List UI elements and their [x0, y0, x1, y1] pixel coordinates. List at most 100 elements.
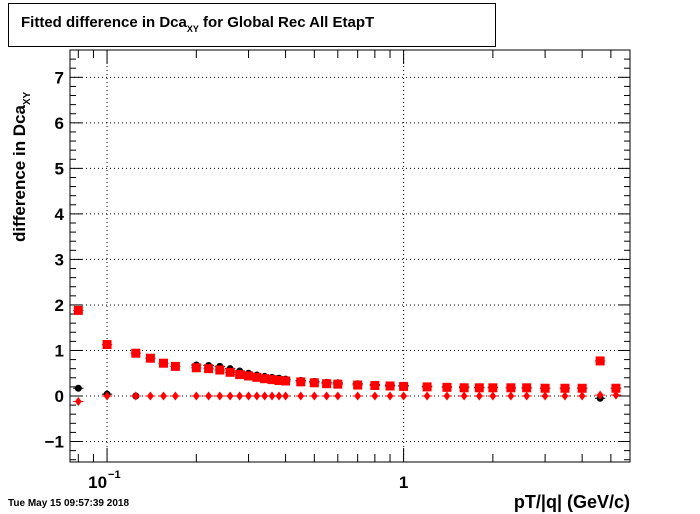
data-point-red-square [191, 363, 201, 373]
data-point-red-square [296, 377, 306, 387]
data-point-red-square [215, 365, 225, 375]
chart-title-box: Fitted difference in DcaXY for Global Re… [8, 3, 496, 47]
data-point-red-diamond [245, 391, 252, 401]
data-point-red-diamond [507, 391, 515, 401]
data-point-red-diamond [226, 391, 234, 401]
data-point-red-square [204, 364, 214, 374]
data-point-red-square [577, 383, 587, 393]
data-point-red-square [422, 382, 432, 392]
data-point-red-square [309, 378, 319, 388]
data-point-red-square [235, 370, 245, 380]
y-tick-label: 6 [55, 114, 64, 133]
data-point-red-square [322, 379, 332, 389]
data-point-red-square [102, 340, 112, 350]
data-point-red-diamond [596, 390, 604, 400]
data-point-black [74, 384, 82, 392]
data-point-red-diamond [334, 391, 342, 401]
data-point-red-square [333, 379, 343, 389]
title-subscript: XY [186, 24, 199, 34]
data-point-red-square [281, 376, 291, 386]
data-point-red-diamond [561, 391, 569, 401]
x-tick-label: 1 [399, 473, 408, 492]
chart-title: Fitted difference in DcaXY for Global Re… [21, 14, 374, 34]
data-point-red-diamond [323, 391, 330, 401]
data-point-red-diamond [205, 391, 212, 401]
data-point-red-diamond [423, 391, 431, 401]
data-point-red-diamond [475, 391, 483, 401]
data-layer [73, 305, 622, 406]
data-point-red-diamond [132, 391, 140, 401]
data-point-red-square [595, 356, 605, 366]
data-point-red-square [244, 371, 254, 381]
x-axis-label: pT/|q| (GeV/c) [513, 492, 630, 512]
ylabel-subscript: XY [22, 91, 33, 105]
data-point-red-diamond [460, 391, 468, 401]
data-point-red-diamond [354, 391, 362, 401]
data-point-red-diamond [275, 391, 283, 401]
data-point-red-square [522, 383, 532, 393]
data-point-red-diamond [74, 396, 82, 406]
data-point-red-diamond [103, 391, 111, 401]
ylabel-main: difference in Dca [10, 105, 29, 242]
data-point-red-diamond [172, 391, 179, 401]
data-point-red-diamond [523, 391, 531, 401]
data-point-red-square [274, 376, 284, 386]
data-point-red-square [399, 381, 409, 391]
title-suffix: for Global Rec All EtapT [198, 14, 375, 31]
plot-frame [69, 49, 631, 463]
y-tick-label: 3 [55, 250, 64, 269]
y-tick-label: 7 [55, 68, 64, 87]
date-stamp: Tue May 15 09:57:39 2018 [8, 498, 130, 509]
x-tick-label-exponent: −1 [108, 469, 121, 481]
data-point-red-square [488, 383, 498, 393]
data-point-red-diamond [268, 391, 276, 401]
y-tick-label: −1 [45, 433, 64, 452]
data-point-red-square [267, 375, 277, 385]
data-point-red-diamond [371, 391, 379, 401]
data-point-red-square [459, 383, 469, 393]
x-tick-label: 10 [88, 473, 107, 492]
data-point-red-diamond [236, 391, 244, 401]
data-point-red-diamond [216, 391, 224, 401]
data-point-red-diamond [253, 391, 261, 401]
y-tick-label: 0 [55, 387, 64, 406]
data-point-red-square [73, 305, 83, 315]
y-tick-label: 5 [55, 159, 64, 178]
data-point-red-diamond [612, 390, 620, 400]
data-point-red-diamond [147, 391, 154, 401]
data-point-red-square [540, 383, 550, 393]
data-point-red-diamond [192, 391, 200, 401]
data-point-red-diamond [282, 391, 289, 401]
data-point-red-diamond [400, 391, 407, 401]
data-point-red-square [506, 383, 516, 393]
data-point-red-square [385, 381, 395, 391]
y-tick-label: 4 [55, 205, 65, 224]
data-point-red-diamond [443, 391, 451, 401]
y-tick-label: 2 [55, 296, 64, 315]
data-point-red-square [131, 348, 141, 358]
data-point-red-square [260, 374, 270, 384]
data-point-red-square [353, 380, 363, 390]
data-point-red-diamond [489, 391, 497, 401]
data-point-red-square [442, 382, 452, 392]
data-point-red-diamond [541, 391, 549, 401]
y-tick-label: 1 [55, 341, 64, 360]
data-point-red-diamond [297, 391, 305, 401]
data-point-red-diamond [310, 391, 318, 401]
title-main: Fitted difference in Dca [21, 14, 187, 31]
grid-layer [70, 50, 630, 462]
data-point-red-diamond [160, 391, 167, 401]
data-point-red-square [252, 372, 262, 382]
data-point-red-square [225, 367, 235, 377]
data-point-red-square [560, 383, 570, 393]
data-point-red-square [170, 361, 180, 371]
data-point-red-diamond [578, 391, 586, 401]
data-point-red-square [474, 383, 484, 393]
data-point-red-diamond [261, 391, 269, 401]
data-point-red-square [158, 358, 168, 368]
data-point-red-square [611, 383, 621, 393]
data-point-red-square [370, 381, 380, 391]
data-point-red-diamond [386, 391, 394, 401]
